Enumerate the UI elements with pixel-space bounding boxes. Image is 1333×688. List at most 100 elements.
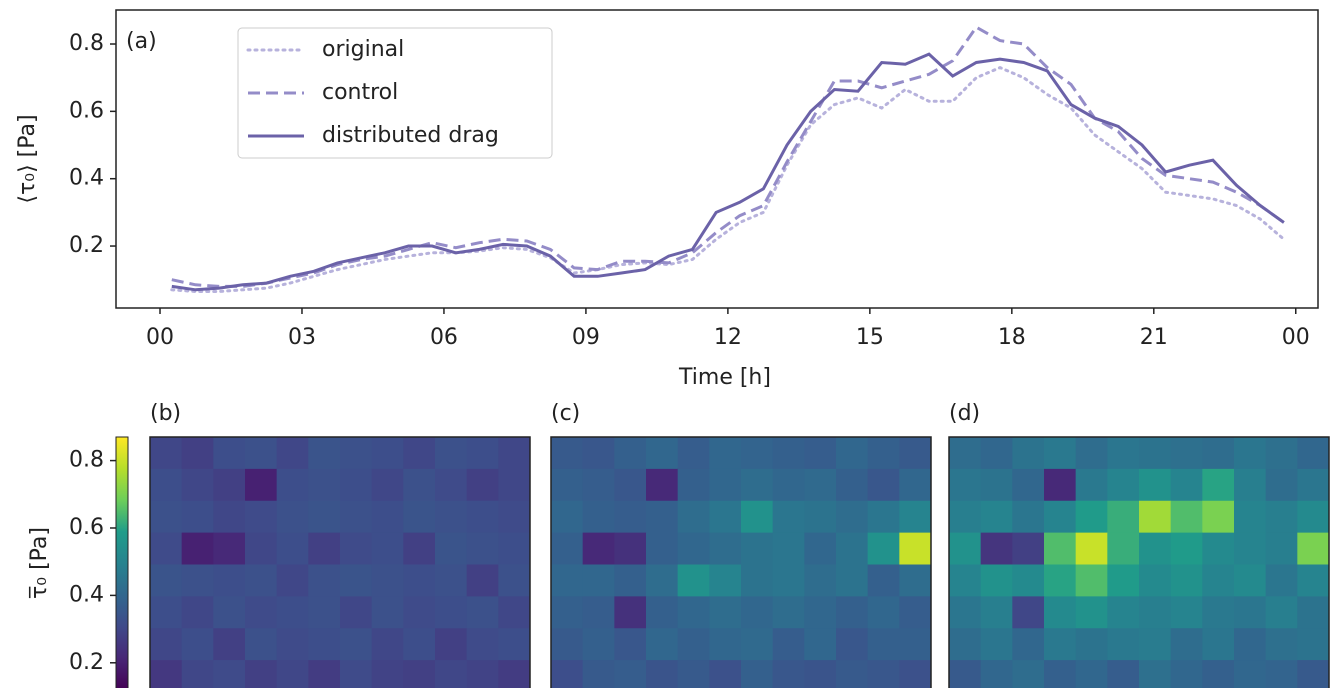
heatmap-cell xyxy=(1265,532,1298,565)
heatmap-cell xyxy=(836,437,869,470)
heatmap-cell xyxy=(245,437,278,470)
y-axis-label: ⟨τ₀⟩ [Pa] xyxy=(15,114,40,203)
heatmap-cell xyxy=(867,500,900,534)
heatmap-cell xyxy=(582,564,615,597)
heatmap-cell xyxy=(150,532,183,565)
colorbar xyxy=(115,436,129,688)
heatmap-cell xyxy=(1170,564,1203,597)
heatmap-cell xyxy=(181,660,214,688)
heatmap-cell xyxy=(646,532,679,565)
heatmap-cell xyxy=(1202,596,1235,629)
heatmap-cell xyxy=(1170,468,1203,502)
heatmap-cell xyxy=(772,532,805,565)
heatmap-cell xyxy=(1234,468,1267,502)
heatmap-cell xyxy=(1234,660,1267,688)
heatmap-cell xyxy=(435,468,468,502)
heatmap-cell xyxy=(308,564,341,597)
heatmap-cell xyxy=(1044,437,1077,470)
heatmap-cell xyxy=(677,660,710,688)
heatmap-cell xyxy=(836,532,869,565)
heatmap-cell xyxy=(181,596,214,629)
heatmap-cell xyxy=(1170,628,1203,661)
heatmap-cell xyxy=(867,596,900,629)
series-line xyxy=(170,65,1286,293)
heatmap-cell xyxy=(1012,628,1045,661)
heatmap-cell xyxy=(741,564,774,597)
heatmap-cell xyxy=(213,532,246,565)
heatmap-cell xyxy=(276,564,309,597)
heatmap-cell xyxy=(435,500,468,534)
heatmap-cell xyxy=(1265,596,1298,629)
heatmap-cell xyxy=(340,500,373,534)
heatmap-cell xyxy=(709,628,742,661)
panel-frame xyxy=(948,436,1330,688)
heatmap-cell xyxy=(1139,596,1172,629)
heatmap-cell xyxy=(1202,468,1235,502)
heatmap-cell xyxy=(646,500,679,534)
heatmap-cell xyxy=(1107,500,1140,534)
heatmap-cell xyxy=(1107,532,1140,565)
heatmap-cell xyxy=(308,596,341,629)
heatmap-cell xyxy=(1044,596,1077,629)
heatmap-cell xyxy=(836,564,869,597)
axes-frame xyxy=(115,9,1319,309)
colorbar-label: τ̅₀ [Pa] xyxy=(27,527,52,599)
heatmap-cell xyxy=(804,660,837,688)
heatmap-cell xyxy=(836,660,869,688)
heatmap-cell xyxy=(677,628,710,661)
panel-label: (a) xyxy=(126,29,157,54)
heatmap-cell xyxy=(1139,628,1172,661)
heatmap-cell xyxy=(1265,660,1298,688)
heatmap-cell xyxy=(1202,564,1235,597)
heatmap-cell xyxy=(980,468,1013,502)
heatmap-cell xyxy=(980,532,1013,565)
heatmap-cell xyxy=(804,437,837,470)
heatmap-cell xyxy=(403,596,436,629)
heatmap-cell xyxy=(1139,564,1172,597)
heatmap-cell xyxy=(498,564,531,597)
heatmap-cell xyxy=(1075,500,1108,534)
heatmap-cell xyxy=(371,564,404,597)
heatmap-cell xyxy=(867,628,900,661)
heatmap-cell xyxy=(340,437,373,470)
heatmap-cell xyxy=(1297,628,1330,661)
heatmap-cell xyxy=(772,660,805,688)
heatmap-cell xyxy=(709,500,742,534)
heatmap-cell xyxy=(1170,660,1203,688)
heatmap-cell xyxy=(551,532,584,565)
legend-label: distributed drag xyxy=(322,123,499,148)
heatmap-cell xyxy=(308,660,341,688)
heatmap-cell xyxy=(772,596,805,629)
heatmap-cell xyxy=(836,500,869,534)
heatmap-cell xyxy=(181,437,214,470)
x-tick-label: 12 xyxy=(714,325,742,350)
heatmap-cell xyxy=(1107,468,1140,502)
heatmap-cell xyxy=(371,532,404,565)
heatmap-cell xyxy=(1139,437,1172,470)
legend-label: control xyxy=(322,80,398,105)
heatmap-cell xyxy=(899,660,932,688)
heatmap-cell xyxy=(181,564,214,597)
heatmap-cell xyxy=(582,628,615,661)
heatmap-cell xyxy=(709,437,742,470)
heatmap-cell xyxy=(582,660,615,688)
heatmap-cell xyxy=(1265,628,1298,661)
heatmap-cell xyxy=(435,437,468,470)
heatmap-cell xyxy=(276,468,309,502)
heatmap-cell xyxy=(1234,596,1267,629)
heatmap-cell xyxy=(949,468,982,502)
heatmap-cell xyxy=(1012,468,1045,502)
heatmap-cell xyxy=(1202,532,1235,565)
x-tick-label: 06 xyxy=(430,325,458,350)
heatmap-cell xyxy=(276,660,309,688)
heatmap-cell xyxy=(150,500,183,534)
heatmap-cell xyxy=(899,564,932,597)
heatmap-cell xyxy=(213,596,246,629)
heatmap-cell xyxy=(1044,628,1077,661)
heatmap-cell xyxy=(551,437,584,470)
heatmap-cell xyxy=(646,660,679,688)
heatmap-cell xyxy=(181,532,214,565)
panel-frame xyxy=(550,436,932,688)
